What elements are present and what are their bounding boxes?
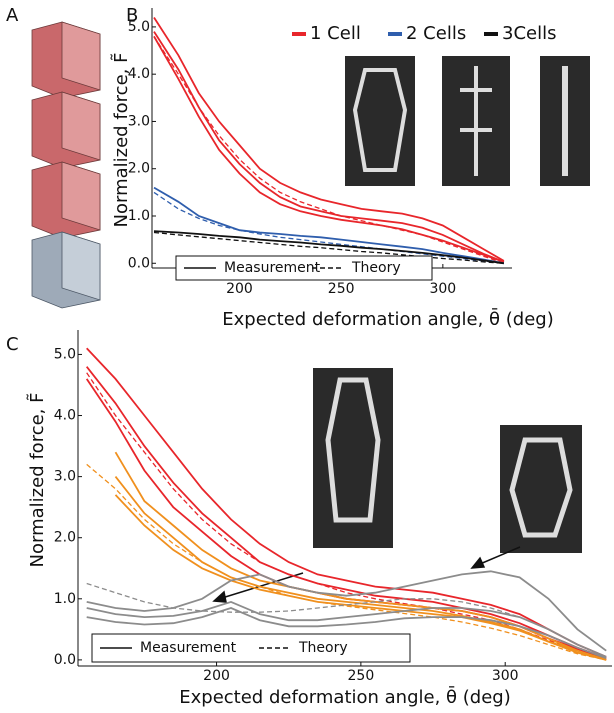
series-line xyxy=(86,607,607,659)
series-line xyxy=(86,600,607,658)
series-line xyxy=(114,494,607,661)
x-tick-label: 300 xyxy=(429,281,456,297)
legend-label: Measurement xyxy=(224,260,321,276)
style-legend-box xyxy=(175,255,433,281)
y-tick-label: 5.0 xyxy=(54,346,76,362)
y-tick-label: 4.0 xyxy=(54,408,76,424)
y-tick-label: 2.0 xyxy=(128,161,150,177)
x-axis-label: Expected deformation angle, θ̄ (deg) xyxy=(179,686,511,708)
style-legend-box xyxy=(91,633,411,663)
legend-label: 2 Cells xyxy=(406,23,466,44)
x-tick-label: 250 xyxy=(348,668,375,684)
legend-label: 3Cells xyxy=(502,23,556,44)
series-line xyxy=(153,186,505,265)
y-axis-label: Normalized force, F̃ xyxy=(27,393,48,568)
arrows xyxy=(212,546,521,603)
legend-label: 1 Cell xyxy=(310,23,361,44)
panel-label: A xyxy=(6,5,19,26)
x-tick-label: 300 xyxy=(492,668,519,684)
panel-label: B xyxy=(126,5,138,26)
y-axis-label: Normalized force, F̃ xyxy=(111,53,132,228)
x-axis-label: Expected deformation angle, θ̄ (deg) xyxy=(222,308,554,330)
y-tick-label: 4.0 xyxy=(128,66,150,82)
series-line xyxy=(86,582,607,658)
x-tick-label: 250 xyxy=(328,281,355,297)
y-tick-label: 1.0 xyxy=(54,591,76,607)
series-line xyxy=(153,231,504,264)
legend-label: Measurement xyxy=(140,640,237,656)
y-tick-label: 5.0 xyxy=(128,19,150,35)
x-tick-label: 200 xyxy=(203,668,230,684)
legend-label: Theory xyxy=(298,640,348,656)
y-tick-label: 3.0 xyxy=(54,469,76,485)
series-line xyxy=(153,36,505,264)
y-tick-label: 1.0 xyxy=(128,208,150,224)
panel-label: C xyxy=(6,334,19,355)
series-line xyxy=(153,191,504,264)
series-line xyxy=(153,31,505,263)
y-tick-label: 3.0 xyxy=(128,113,150,129)
series-line xyxy=(114,476,607,661)
y-tick-label: 0.0 xyxy=(54,652,76,668)
y-tick-label: 2.0 xyxy=(54,530,76,546)
photo-insets xyxy=(313,56,590,553)
series-line xyxy=(86,347,607,658)
series-line xyxy=(153,35,505,263)
series-line xyxy=(153,230,505,265)
series-line xyxy=(153,17,505,262)
series-line xyxy=(85,366,607,659)
legend-label: Theory xyxy=(351,260,401,276)
origami-illustration xyxy=(31,21,101,309)
y-tick-label: 0.0 xyxy=(128,255,150,271)
x-tick-label: 200 xyxy=(226,281,253,297)
